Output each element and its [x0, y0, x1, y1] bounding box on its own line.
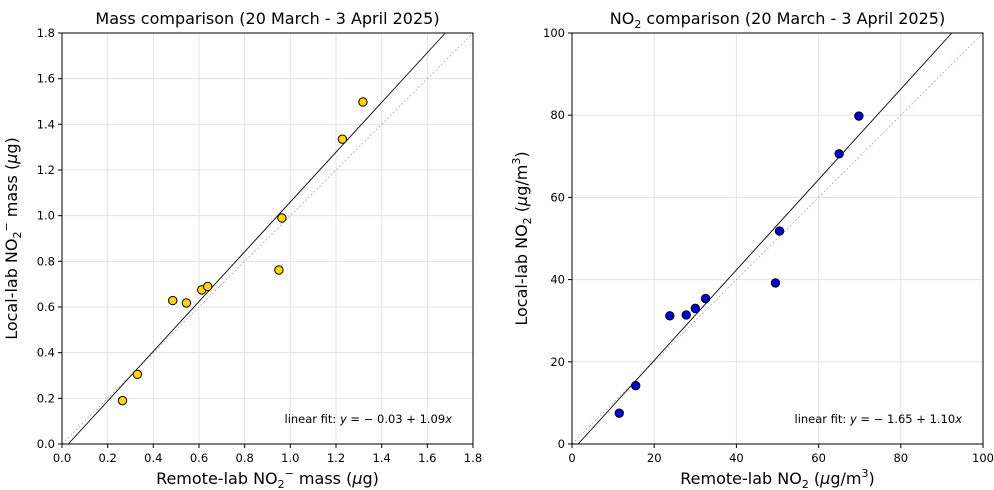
data-point [358, 97, 368, 107]
data-point [854, 111, 864, 121]
y-tick-label: 1.4 [37, 117, 55, 131]
data-point [770, 278, 781, 288]
y-tick-label: 60 [550, 190, 565, 204]
data-point [631, 380, 641, 391]
data-point [132, 369, 143, 380]
x-tick-label: 1.8 [464, 451, 482, 465]
x-tick-label: 0 [568, 451, 575, 465]
y-tick-label: 1.0 [37, 209, 55, 223]
x-tick-label: 1.6 [418, 451, 436, 465]
tick-labels: 0.0 0.2 0.4 0.6 0.8 1.0 1.2 1.4 1.6 1.8 0.0 0.2 0.4 0… [37, 26, 482, 465]
one-to-one-line [61, 32, 474, 445]
no2-comparison-panel: 0 20 40 60 80 100 0 20 40 60 80 100 NO2 comparison … [510, 9, 994, 490]
y-tick-label: 1.6 [37, 72, 55, 86]
x-tick-label: 0.0 [53, 451, 71, 465]
data-point [700, 293, 711, 304]
y-tick-label: 20 [550, 355, 565, 369]
x-tick-label: 80 [893, 451, 908, 465]
x-tick-label: 20 [647, 451, 662, 465]
y-tick-label: 1.2 [37, 163, 55, 177]
x-tick-label: 0.2 [99, 451, 117, 465]
data-point [202, 281, 213, 292]
y-tick-label: 0.0 [37, 437, 55, 451]
identity-line [61, 32, 474, 445]
data-point [181, 298, 192, 308]
fit-line [67, 32, 446, 445]
data-point [834, 149, 844, 159]
data-point [274, 265, 284, 275]
chart-title: NO2 comparison (20 March - 3 April 2025) [610, 9, 945, 31]
tick-labels: 0 20 40 60 80 100 0 20 40 60 80 100 [543, 26, 994, 465]
y-tick-label: 0.6 [37, 300, 55, 314]
x-axis-label: Remote-lab NO2 (μg/m3) [680, 467, 874, 490]
fit-annotation: linear fit: y = − 1.65 + 1.10x [795, 412, 963, 426]
y-tick-label: 0.4 [37, 346, 55, 360]
y-tick-label: 0 [558, 437, 565, 451]
plot-frame [571, 32, 984, 445]
x-tick-label: 40 [729, 451, 744, 465]
mass-comparison-panel: 0.0 0.2 0.4 0.6 0.8 1.0 1.2 1.4 1.6 1.8 0.0 0.2 0.4 0… [0, 9, 482, 490]
x-tick-label: 1.2 [327, 451, 345, 465]
x-tick-label: 0.8 [236, 451, 254, 465]
data-point [690, 303, 700, 314]
y-axis-label: Local-lab NO2− mass (μg) [0, 137, 24, 340]
x-axis-label: Remote-lab NO2− mass (μg) [156, 467, 379, 490]
y-tick-label: 40 [550, 273, 565, 287]
y-tick-label: 1.8 [37, 26, 55, 40]
data-points [117, 97, 368, 406]
x-tick-label: 100 [972, 451, 994, 465]
data-points [614, 111, 864, 418]
x-tick-label: 0.4 [144, 451, 162, 465]
regression-line [577, 32, 953, 445]
data-point [774, 226, 785, 236]
y-tick-label: 0.2 [37, 391, 55, 405]
data-point [117, 395, 128, 406]
data-point [681, 310, 691, 320]
fit-annotation: linear fit: y = − 0.03 + 1.09x [285, 412, 453, 426]
data-point [614, 408, 624, 418]
data-point [168, 295, 178, 306]
y-tick-label: 0.8 [37, 254, 55, 268]
fit-line [577, 32, 953, 445]
x-tick-label: 1.4 [373, 451, 391, 465]
chart-title: Mass comparison (20 March - 3 April 2025… [95, 9, 439, 28]
plot-frame [61, 32, 474, 445]
data-point [277, 213, 287, 223]
x-tick-label: 60 [811, 451, 826, 465]
regression-line [67, 32, 446, 445]
x-tick-label: 0.6 [190, 451, 208, 465]
y-tick-label: 100 [543, 26, 565, 40]
y-axis-label: Local-lab NO2 (μg/m3) [510, 151, 534, 325]
y-tick-label: 80 [550, 108, 565, 122]
data-point [337, 134, 348, 144]
x-tick-label: 1.0 [281, 451, 299, 465]
data-point [665, 311, 675, 321]
